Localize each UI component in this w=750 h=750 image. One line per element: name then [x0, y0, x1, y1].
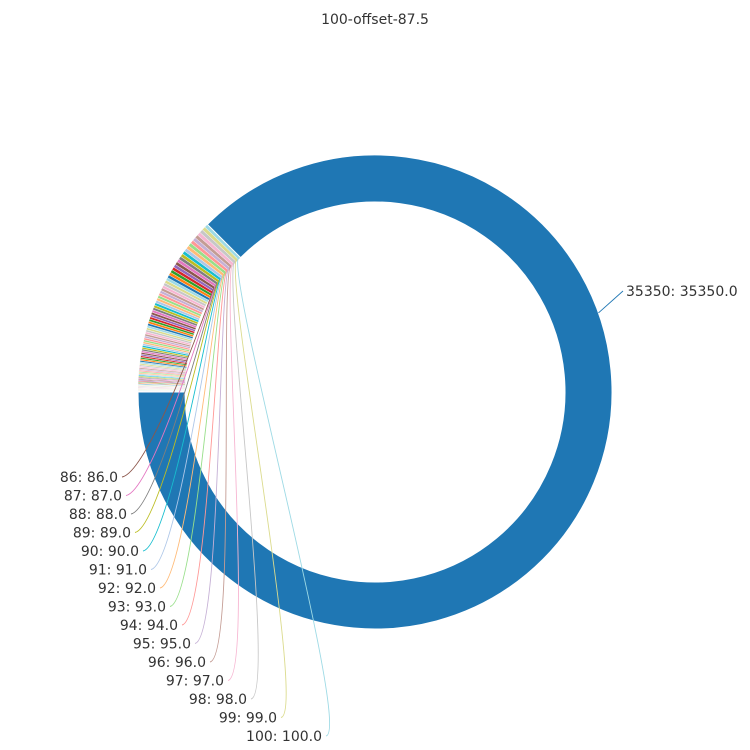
leader-line-93	[169, 272, 226, 607]
leader-line-91	[150, 276, 222, 570]
leader-line-89	[134, 280, 219, 533]
leader-line-96	[209, 265, 231, 663]
slice-label-97: 97: 97.0	[166, 674, 224, 690]
leader-line-90	[142, 278, 221, 552]
labels-group: 86: 86.0 87: 87.0 88: 88.0 89: 89.0 90: 90.0…	[60, 284, 738, 745]
slice-label-87: 87: 87.0	[64, 489, 122, 505]
leader-line-35350	[598, 290, 624, 314]
leader-line-87	[125, 285, 216, 496]
leader-line-95	[194, 267, 229, 644]
slice-label-93: 93: 93.0	[108, 600, 166, 616]
slice-label-100: 100: 100.0	[246, 729, 322, 745]
slice-label-98: 98: 98.0	[189, 692, 247, 708]
slice-label-89: 89: 89.0	[73, 526, 131, 542]
slice-label-88: 88: 88.0	[69, 507, 127, 523]
slice-label-99: 99: 99.0	[219, 711, 277, 727]
slice-label-94: 94: 94.0	[120, 618, 178, 634]
leader-line-94	[181, 270, 227, 626]
chart-title: 100-offset-87.5	[321, 12, 429, 28]
slice-label-35350: 35350: 35350.0	[626, 284, 738, 300]
leader-line-97	[227, 263, 239, 681]
slice-label-90: 90: 90.0	[81, 544, 139, 560]
slice-label-96: 96: 96.0	[148, 655, 206, 671]
slice-label-95: 95: 95.0	[133, 637, 191, 653]
slice-label-92: 92: 92.0	[98, 581, 156, 597]
leader-line-98	[232, 261, 259, 700]
leader-lines-group	[121, 257, 624, 737]
leader-line-100	[237, 257, 331, 737]
leader-line-88	[130, 283, 218, 515]
slice-label-86: 86: 86.0	[60, 470, 118, 486]
slice-large	[137, 154, 613, 630]
slice-label-91: 91: 91.0	[89, 563, 147, 579]
leader-line-99	[234, 259, 287, 718]
slices-group	[137, 154, 613, 630]
leader-line-92	[159, 274, 224, 589]
leader-line-86	[121, 287, 215, 478]
